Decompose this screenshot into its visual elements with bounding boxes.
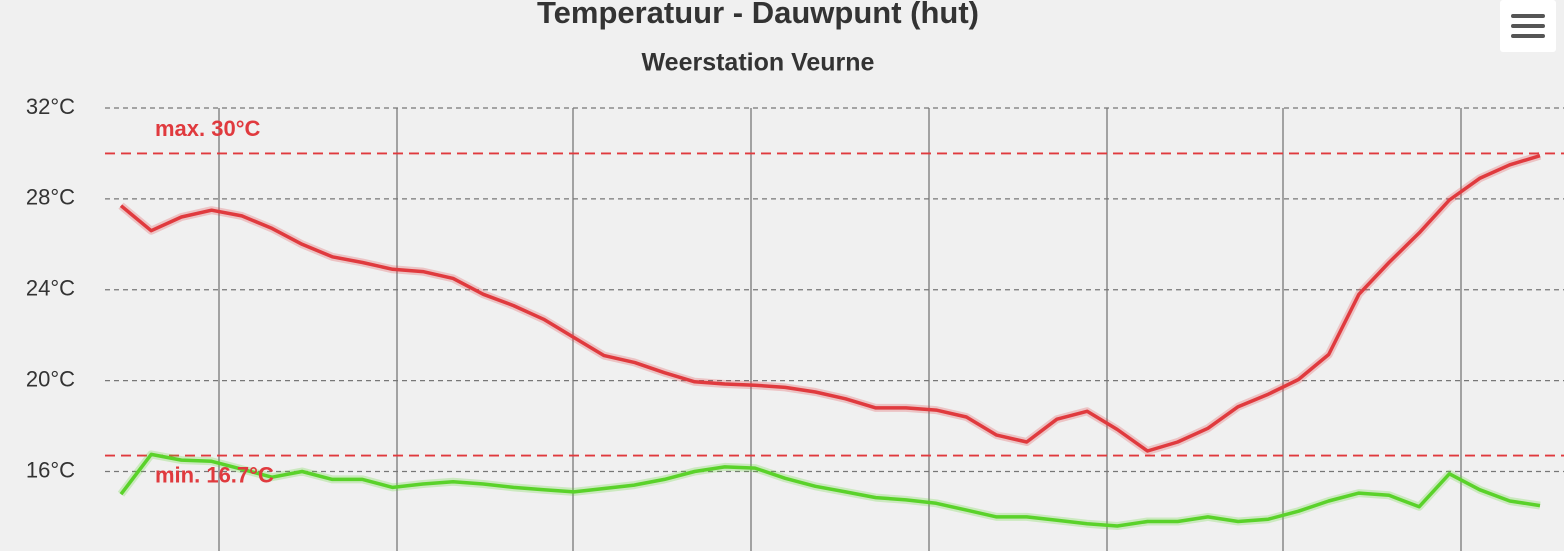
menu-icon-bar	[1511, 24, 1545, 28]
x-grid	[218, 108, 1462, 551]
y-tick-label: 24°C	[26, 276, 75, 301]
y-tick-label: 16°C	[26, 457, 75, 482]
y-tick-label: 20°C	[26, 366, 75, 391]
chart-title: Temperatuur - Dauwpunt (hut)	[537, 0, 979, 30]
menu-icon-bar	[1511, 34, 1545, 38]
plot-line-label: min. 16.7°C	[155, 462, 274, 487]
chart-subtitle: Weerstation Veurne	[642, 49, 875, 77]
series-line	[119, 154, 1541, 453]
plot-line-label: max. 30°C	[155, 116, 261, 141]
menu-button[interactable]	[1500, 0, 1556, 52]
menu-icon-bar	[1511, 14, 1545, 18]
series-line	[119, 452, 1541, 528]
y-tick-label: 28°C	[26, 185, 75, 210]
y-tick-label: 32°C	[26, 94, 75, 119]
series-halo	[118, 151, 1542, 455]
